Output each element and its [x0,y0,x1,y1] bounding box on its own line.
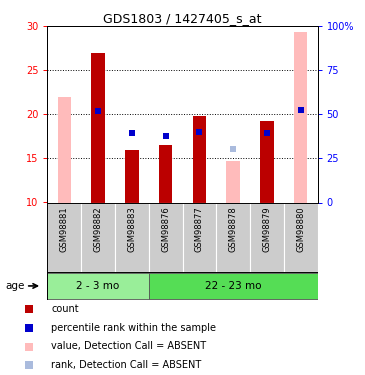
Bar [81,202,115,272]
Text: GSM98878: GSM98878 [228,206,238,252]
Text: GSM98876: GSM98876 [161,206,170,252]
Bar [47,273,149,298]
Bar [58,97,71,202]
Bar [182,202,216,272]
Text: 2 - 3 mo: 2 - 3 mo [77,281,120,291]
Text: age: age [5,281,24,291]
Text: GSM98883: GSM98883 [127,206,137,252]
Text: GSM98879: GSM98879 [262,206,272,252]
Bar [250,202,284,272]
Bar [294,32,307,203]
Bar [91,53,105,202]
Bar [47,202,81,272]
Bar [216,202,250,272]
Bar [149,202,182,272]
Text: value, Detection Call = ABSENT: value, Detection Call = ABSENT [51,342,206,351]
Bar [193,116,206,202]
Bar [125,150,139,202]
Bar [226,161,240,202]
Text: GSM98881: GSM98881 [60,206,69,252]
Bar [149,273,318,298]
Text: percentile rank within the sample: percentile rank within the sample [51,323,216,333]
Text: 22 - 23 mo: 22 - 23 mo [205,281,261,291]
Bar [115,202,149,272]
Text: count: count [51,304,79,314]
Text: GSM98882: GSM98882 [93,206,103,252]
Text: GSM98877: GSM98877 [195,206,204,252]
Bar [260,120,274,202]
Bar [284,202,318,272]
Title: GDS1803 / 1427405_s_at: GDS1803 / 1427405_s_at [103,12,262,25]
Text: rank, Detection Call = ABSENT: rank, Detection Call = ABSENT [51,360,201,370]
Text: GSM98880: GSM98880 [296,206,305,252]
Bar [159,145,172,202]
